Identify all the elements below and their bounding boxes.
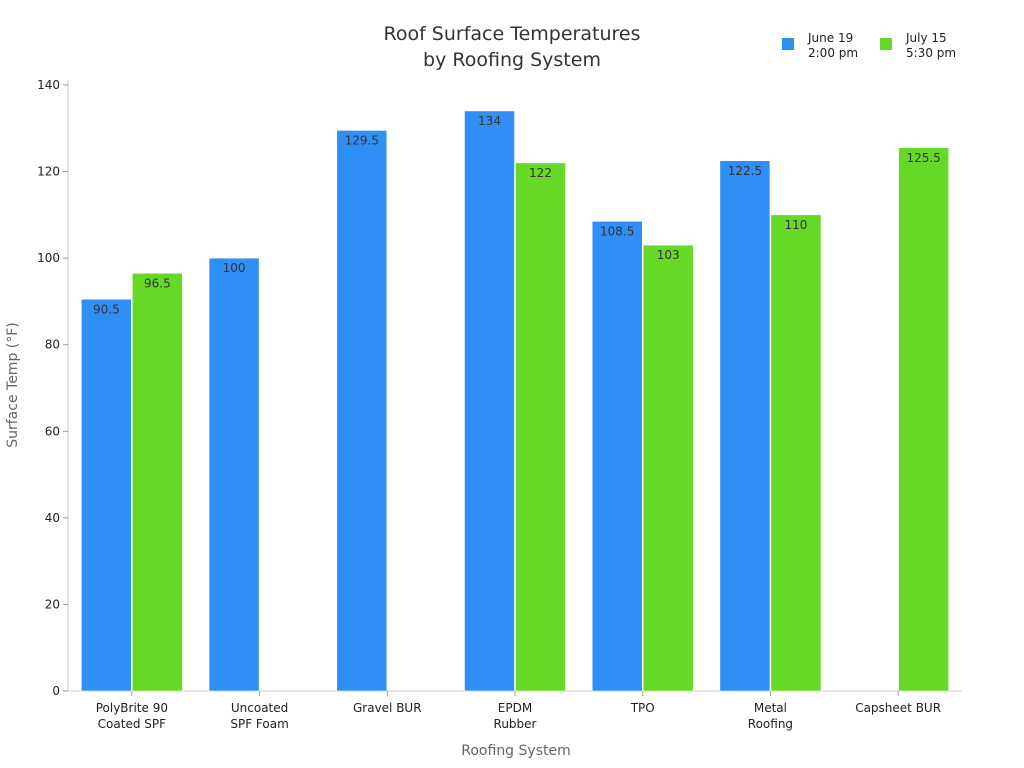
x-tick-label: Roofing	[748, 717, 793, 731]
x-tick-label: SPF Foam	[230, 717, 288, 731]
x-tick-label: EPDM	[498, 701, 532, 715]
data-label: 90.5	[93, 302, 120, 316]
y-tick-label: 140	[37, 78, 60, 92]
legend: June 192:00 pm July 155:30 pm	[782, 31, 956, 60]
y-tick-label: 100	[37, 251, 60, 265]
x-axis-title: Roofing System	[461, 743, 570, 759]
chart-title-line: Roof Surface Temperatures	[383, 23, 640, 45]
data-label: 100	[223, 261, 246, 275]
y-tick-label: 40	[45, 511, 60, 525]
data-label: 103	[657, 248, 680, 262]
bar	[591, 221, 643, 692]
legend-label: July 15	[905, 31, 947, 45]
bar	[770, 214, 822, 692]
x-tick-label: Coated SPF	[98, 717, 166, 731]
x-tick-label: Rubber	[494, 717, 537, 731]
y-tick-label: 60	[45, 424, 60, 438]
bars	[81, 110, 949, 692]
data-label: 110	[784, 218, 807, 232]
bar	[898, 147, 949, 692]
x-tick-label: TPO	[630, 701, 655, 715]
data-label: 108.5	[600, 224, 634, 238]
data-label: 134	[478, 114, 501, 128]
bar	[464, 110, 515, 692]
chart-title-line: by Roofing System	[423, 49, 601, 71]
x-tick-label: Uncoated	[231, 701, 288, 715]
data-label: 122.5	[728, 164, 762, 178]
bar	[719, 160, 771, 692]
bar	[642, 244, 694, 692]
legend-label: 5:30 pm	[906, 46, 956, 60]
y-tick-label: 80	[45, 338, 60, 352]
x-tick-label: Gravel BUR	[353, 701, 422, 715]
bar	[208, 257, 260, 692]
legend-swatch	[880, 38, 892, 50]
bar	[132, 273, 183, 692]
bar	[81, 299, 132, 692]
bar	[515, 162, 566, 692]
legend-label: June 19	[807, 31, 853, 45]
y-tick-label: 20	[45, 597, 60, 611]
data-label: 96.5	[144, 276, 171, 290]
x-tick-label: PolyBrite 90	[96, 701, 168, 715]
data-label: 122	[529, 166, 552, 180]
y-tick-label: 0	[52, 684, 60, 698]
data-labels: 90.5 96.5 100 129.5 134 122 108.5 103 122.5 110 12…	[93, 114, 941, 316]
bar	[336, 130, 388, 692]
data-label: 125.5	[906, 151, 940, 165]
axes: 0 20 40 60 80 100 120 140 Surface Temp (°F) Roofi…	[5, 78, 962, 759]
legend-label: 2:00 pm	[808, 46, 858, 60]
data-label: 129.5	[345, 133, 379, 147]
chart-title: Roof Surface Temperatures by Roofing Syst…	[383, 23, 640, 71]
legend-swatch	[782, 38, 794, 50]
x-tick-label: Metal	[754, 701, 787, 715]
y-tick-label: 120	[37, 165, 60, 179]
y-axis-title: Surface Temp (°F)	[5, 322, 21, 448]
x-tick-label: Capsheet BUR	[855, 701, 941, 715]
